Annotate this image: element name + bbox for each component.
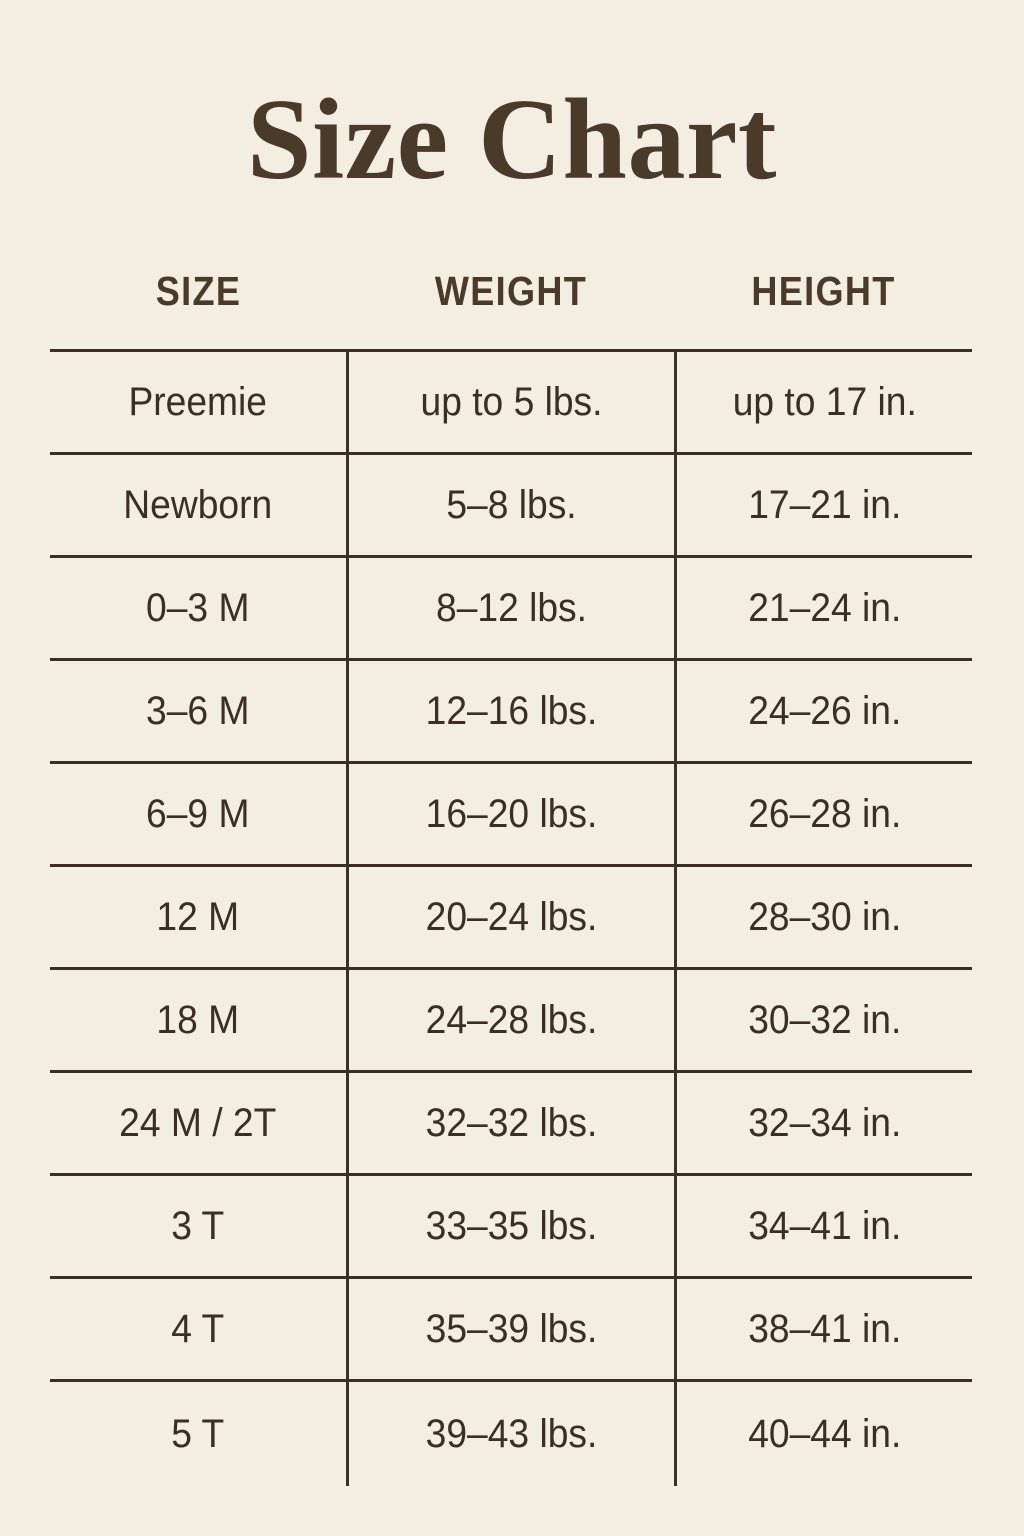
cell-size-text: 4 T bbox=[171, 1306, 225, 1351]
cell-weight: 35–39 lbs. bbox=[345, 1276, 675, 1381]
cell-weight-text: 20–24 lbs. bbox=[425, 894, 597, 939]
column-header-weight: WEIGHT bbox=[434, 268, 588, 314]
cell-height-text: up to 17 in. bbox=[732, 379, 917, 424]
cell-size-text: Newborn bbox=[123, 482, 273, 527]
cell-weight-text: 32–32 lbs. bbox=[425, 1100, 597, 1145]
table-row: 3–6 M 12–16 lbs. 24–26 in. bbox=[50, 658, 972, 763]
cell-height: 40–44 in. bbox=[673, 1379, 972, 1486]
cell-height-text: 32–34 in. bbox=[747, 1100, 901, 1145]
cell-height-text: 34–41 in. bbox=[747, 1203, 901, 1248]
size-chart-table: SIZE WEIGHT HEIGHT Preemie up to 5 lbs. up… bbox=[50, 268, 972, 1486]
table-row: 3 T 33–35 lbs. 34–41 in. bbox=[50, 1173, 972, 1278]
cell-height-text: 21–24 in. bbox=[747, 585, 901, 630]
cell-size-text: 24 M / 2T bbox=[119, 1100, 277, 1145]
cell-size: Preemie bbox=[50, 349, 347, 454]
cell-size-text: 12 M bbox=[156, 894, 240, 939]
cell-weight: 32–32 lbs. bbox=[345, 1070, 675, 1175]
cell-weight: 20–24 lbs. bbox=[345, 864, 675, 969]
cell-weight: up to 5 lbs. bbox=[345, 349, 675, 454]
cell-size: 18 M bbox=[50, 967, 347, 1072]
cell-height: 21–24 in. bbox=[673, 555, 972, 660]
cell-size-text: 6–9 M bbox=[146, 791, 250, 836]
table-row: 6–9 M 16–20 lbs. 26–28 in. bbox=[50, 761, 972, 866]
table-row: 0–3 M 8–12 lbs. 21–24 in. bbox=[50, 555, 972, 660]
cell-size-text: 3 T bbox=[171, 1203, 225, 1248]
cell-size: 4 T bbox=[50, 1276, 347, 1381]
cell-height: 34–41 in. bbox=[673, 1173, 972, 1278]
cell-size-text: 18 M bbox=[156, 997, 240, 1042]
cell-height: 28–30 in. bbox=[673, 864, 972, 969]
cell-height: 26–28 in. bbox=[673, 761, 972, 866]
table-header: SIZE WEIGHT HEIGHT bbox=[50, 268, 972, 351]
cell-height-text: 40–44 in. bbox=[747, 1411, 901, 1456]
table-body: Preemie up to 5 lbs. up to 17 in. Newborn 5–… bbox=[50, 349, 972, 1486]
column-header-height: HEIGHT bbox=[751, 268, 896, 314]
cell-size-text: 3–6 M bbox=[146, 688, 250, 733]
cell-size-text: 0–3 M bbox=[146, 585, 250, 630]
cell-weight-text: 5–8 lbs. bbox=[445, 482, 577, 527]
cell-weight: 33–35 lbs. bbox=[345, 1173, 675, 1278]
cell-weight-text: 35–39 lbs. bbox=[425, 1306, 597, 1351]
cell-weight: 12–16 lbs. bbox=[345, 658, 675, 763]
cell-size: 3 T bbox=[50, 1173, 347, 1278]
column-header-size: SIZE bbox=[155, 268, 242, 314]
table-row: 5 T 39–43 lbs. 40–44 in. bbox=[50, 1379, 972, 1486]
cell-height: 38–41 in. bbox=[673, 1276, 972, 1381]
cell-height-text: 30–32 in. bbox=[747, 997, 901, 1042]
table-header-row: SIZE WEIGHT HEIGHT bbox=[50, 268, 972, 351]
table-row: 24 M / 2T 32–32 lbs. 32–34 in. bbox=[50, 1070, 972, 1175]
cell-height: 17–21 in. bbox=[673, 452, 972, 557]
cell-size-text: 5 T bbox=[171, 1411, 225, 1456]
cell-weight: 39–43 lbs. bbox=[345, 1379, 675, 1486]
cell-height-text: 28–30 in. bbox=[747, 894, 901, 939]
cell-size: 6–9 M bbox=[50, 761, 347, 866]
table-row: Preemie up to 5 lbs. up to 17 in. bbox=[50, 349, 972, 454]
cell-weight: 8–12 lbs. bbox=[345, 555, 675, 660]
cell-size-text: Preemie bbox=[128, 379, 268, 424]
cell-height-text: 24–26 in. bbox=[747, 688, 901, 733]
table-row: 18 M 24–28 lbs. 30–32 in. bbox=[50, 967, 972, 1072]
table-row: 12 M 20–24 lbs. 28–30 in. bbox=[50, 864, 972, 969]
cell-size: 24 M / 2T bbox=[50, 1070, 347, 1175]
cell-height-text: 17–21 in. bbox=[747, 482, 901, 527]
cell-height: 30–32 in. bbox=[673, 967, 972, 1072]
cell-weight-text: 16–20 lbs. bbox=[425, 791, 597, 836]
cell-size: 0–3 M bbox=[50, 555, 347, 660]
cell-weight: 5–8 lbs. bbox=[345, 452, 675, 557]
cell-height: 24–26 in. bbox=[673, 658, 972, 763]
cell-weight-text: 33–35 lbs. bbox=[425, 1203, 597, 1248]
cell-height-text: 38–41 in. bbox=[747, 1306, 901, 1351]
cell-weight: 16–20 lbs. bbox=[345, 761, 675, 866]
cell-weight-text: 8–12 lbs. bbox=[435, 585, 587, 630]
cell-size: 5 T bbox=[50, 1379, 347, 1486]
cell-weight-text: 12–16 lbs. bbox=[425, 688, 597, 733]
cell-size: Newborn bbox=[50, 452, 347, 557]
cell-weight-text: up to 5 lbs. bbox=[420, 379, 602, 424]
cell-weight-text: 24–28 lbs. bbox=[425, 997, 597, 1042]
table-row: 4 T 35–39 lbs. 38–41 in. bbox=[50, 1276, 972, 1381]
cell-weight-text: 39–43 lbs. bbox=[425, 1411, 597, 1456]
cell-size: 3–6 M bbox=[50, 658, 347, 763]
table-row: Newborn 5–8 lbs. 17–21 in. bbox=[50, 452, 972, 557]
cell-weight: 24–28 lbs. bbox=[345, 967, 675, 1072]
size-chart-table-wrapper: SIZE WEIGHT HEIGHT Preemie up to 5 lbs. up… bbox=[50, 268, 972, 1486]
cell-size: 12 M bbox=[50, 864, 347, 969]
cell-height: 32–34 in. bbox=[673, 1070, 972, 1175]
cell-height-text: 26–28 in. bbox=[747, 791, 901, 836]
cell-height: up to 17 in. bbox=[673, 349, 972, 454]
page-title: Size Chart bbox=[246, 76, 778, 204]
